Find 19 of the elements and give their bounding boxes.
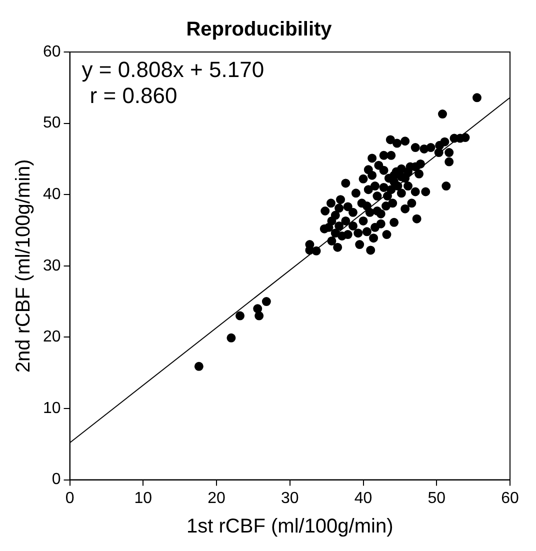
y-tick-label: 0 (52, 471, 61, 488)
y-tick-label: 40 (43, 186, 61, 204)
x-tick-label: 0 (65, 490, 74, 507)
y-tick-label: 60 (43, 43, 61, 60)
x-tick-label: 30 (281, 490, 299, 507)
y-tick-label: 50 (43, 114, 61, 132)
y-tick-label: 20 (43, 328, 61, 346)
y-tick-label: 30 (43, 257, 61, 274)
x-tick-label: 40 (354, 490, 372, 507)
annotation: y = 0.808x + 5.170 (82, 57, 264, 82)
x-tick-label: 50 (428, 490, 446, 507)
y-axis-title: 2nd rCBF (ml/100g/min) (12, 159, 35, 373)
chart-title: Reproducibility (186, 18, 333, 41)
x-axis-title: 1st rCBF (ml/100g/min) (186, 516, 394, 538)
annotation: r = 0.860 (90, 83, 178, 108)
x-tick-label: 10 (134, 490, 152, 507)
x-tick-label: 20 (208, 490, 226, 507)
x-tick-label: 60 (501, 490, 519, 507)
y-tick-label: 10 (43, 400, 61, 417)
